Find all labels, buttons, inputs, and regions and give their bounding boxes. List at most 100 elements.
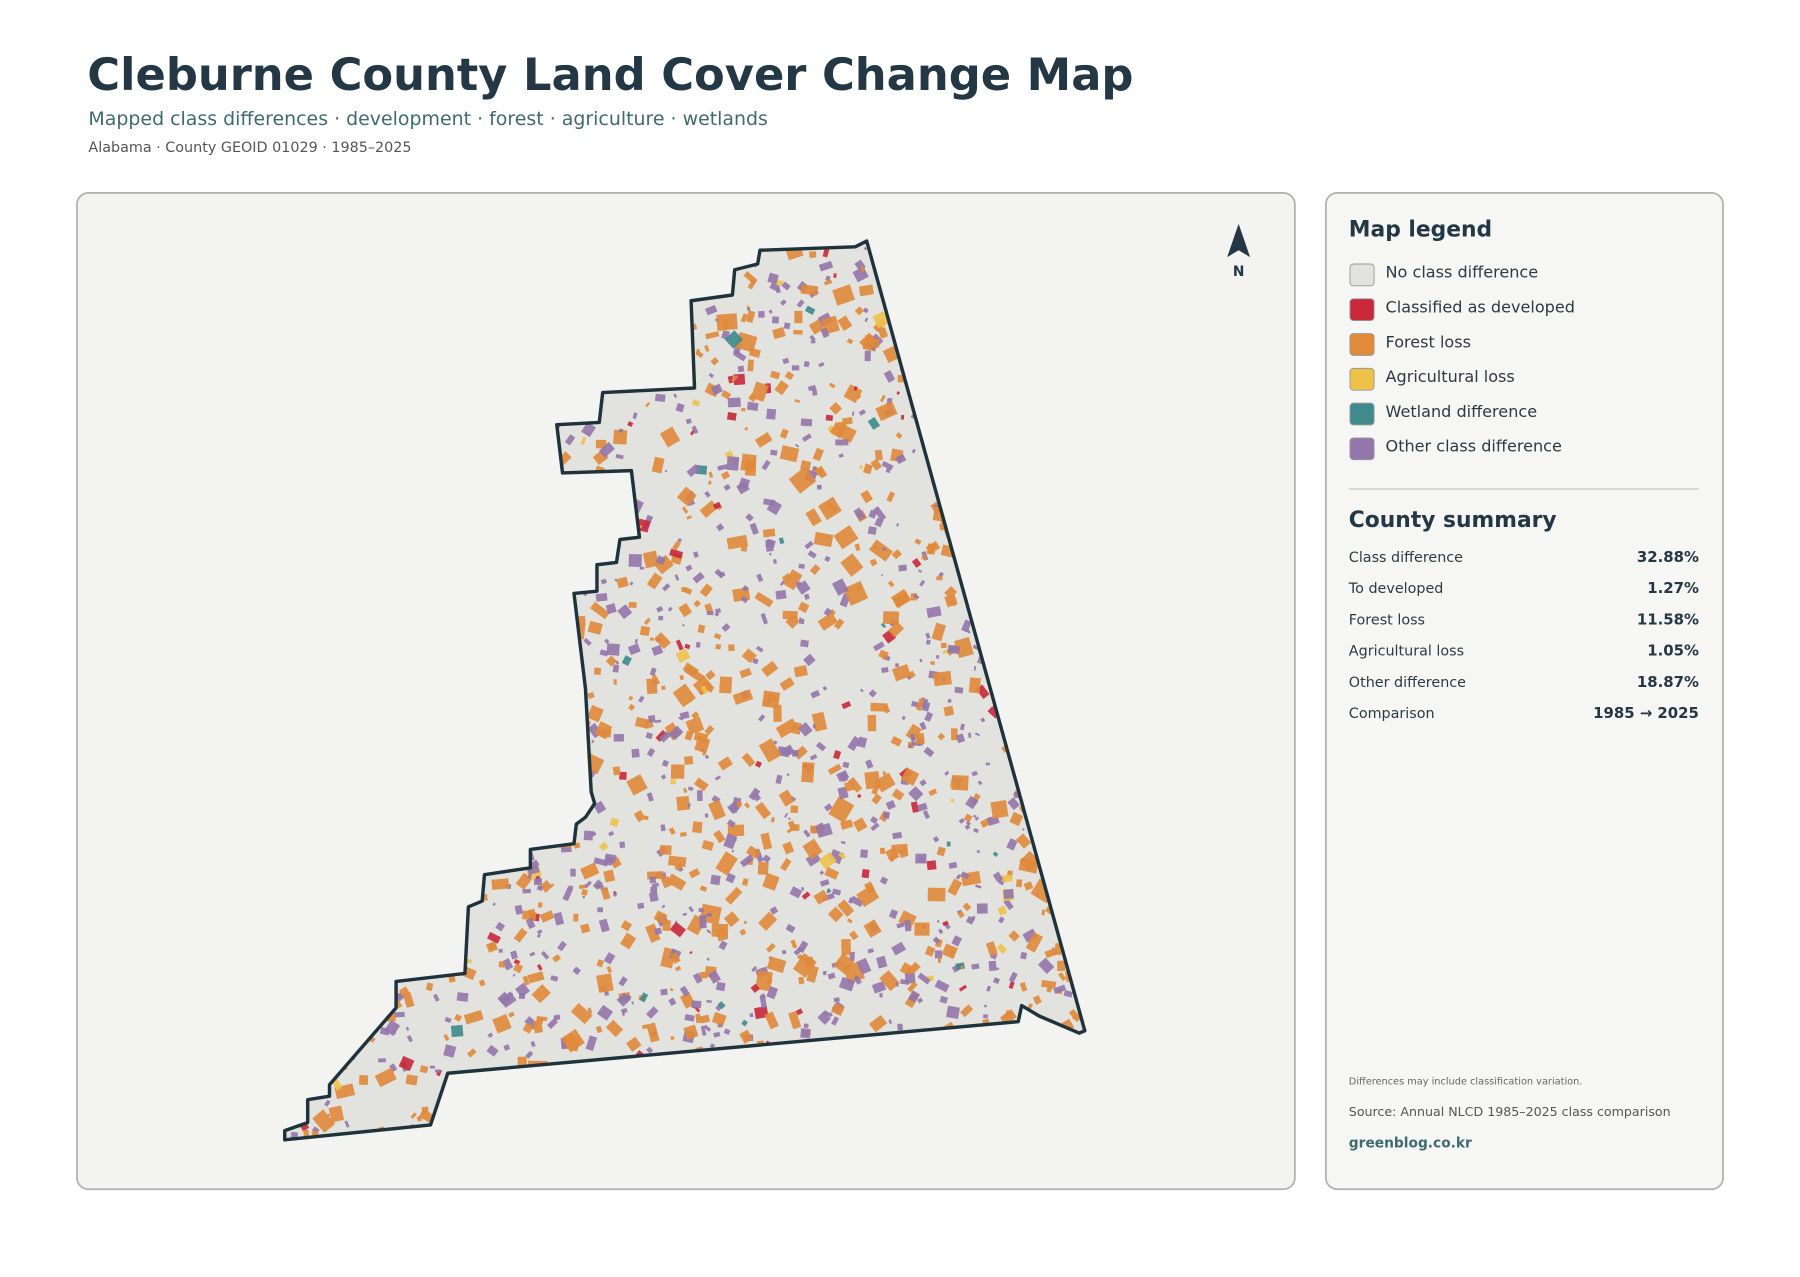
change-patch (750, 983, 760, 993)
change-patch (714, 612, 720, 617)
change-patch (871, 981, 887, 994)
legend-label: Forest loss (1386, 332, 1471, 351)
change-patch (653, 554, 674, 575)
change-patch (410, 1112, 417, 1119)
legend-swatch (1349, 367, 1375, 391)
change-patch (649, 637, 654, 641)
change-patch (809, 564, 821, 575)
change-patch (751, 965, 758, 973)
change-patch (803, 1023, 809, 1029)
change-patch (781, 949, 787, 955)
change-patch (783, 569, 803, 591)
change-patch (799, 617, 802, 620)
change-patch (976, 903, 988, 914)
change-patch (596, 973, 614, 993)
change-patch (835, 439, 849, 446)
change-patch (833, 273, 837, 279)
change-patch (699, 1014, 710, 1024)
change-patch (873, 641, 885, 652)
change-patch (710, 357, 719, 366)
change-patch (955, 733, 966, 744)
change-patch (919, 579, 926, 587)
change-patch (779, 428, 789, 439)
change-patch (531, 984, 551, 1004)
change-patch (659, 845, 672, 855)
change-patch (746, 306, 751, 311)
change-patch (881, 574, 884, 577)
change-patch (755, 645, 764, 653)
change-patch (800, 886, 805, 891)
change-patch (878, 649, 889, 660)
change-patch (891, 788, 905, 801)
change-patch (631, 748, 640, 758)
change-patch (739, 854, 755, 868)
change-patch (758, 911, 778, 931)
change-patch (551, 883, 554, 887)
change-patch (726, 534, 749, 550)
change-patch (822, 970, 827, 976)
change-patch (887, 580, 895, 588)
change-patch (913, 593, 920, 600)
change-patch (766, 942, 776, 953)
change-patch (659, 426, 681, 448)
change-patch (583, 637, 592, 646)
change-patch (732, 689, 754, 705)
change-patch (812, 724, 817, 729)
change-patch (618, 428, 624, 433)
change-patch (934, 504, 939, 508)
change-patch (701, 839, 715, 851)
change-patch (634, 716, 650, 729)
legend-panel (1325, 191, 1724, 1191)
change-patch (840, 553, 864, 577)
change-patch (539, 910, 555, 923)
change-patch (645, 923, 661, 943)
change-patch (823, 279, 833, 286)
change-patch (651, 644, 664, 656)
change-patch (888, 909, 899, 919)
change-patch (425, 982, 434, 991)
change-patch (512, 973, 516, 977)
change-patch (766, 986, 779, 1000)
change-patch (522, 975, 530, 986)
change-patch (723, 833, 738, 850)
change-patch (613, 733, 624, 742)
change-patch (897, 1023, 903, 1031)
change-patch (964, 824, 971, 830)
change-patch (886, 491, 896, 503)
change-patch (942, 649, 948, 655)
footer-source: Source: Annual NLCD 1985–2025 class comp… (1349, 1104, 1671, 1119)
summary: Class difference 32.88% To developed 1.27% F… (1348, 548, 1699, 722)
change-patch (891, 549, 903, 560)
change-patch (405, 1074, 418, 1086)
change-patch (713, 1031, 721, 1038)
change-patch (713, 632, 722, 640)
change-patch (591, 739, 595, 744)
change-patch (402, 992, 415, 1008)
change-patch (937, 920, 940, 923)
change-patch (828, 796, 855, 823)
change-patch (890, 735, 903, 747)
change-patch (883, 811, 890, 819)
change-patch (826, 888, 831, 894)
change-patch (631, 1001, 635, 1005)
change-patch (923, 746, 935, 758)
change-patch (786, 773, 790, 777)
change-patch (758, 714, 766, 722)
change-patch (873, 506, 887, 521)
change-patch (955, 874, 962, 880)
change-patch (711, 923, 729, 937)
change-patch (898, 564, 908, 572)
change-patch (983, 1014, 988, 1019)
change-patch (746, 304, 750, 308)
change-patch (685, 418, 692, 425)
change-patch (627, 421, 634, 428)
change-patch (1022, 928, 1038, 943)
change-patch (815, 465, 828, 479)
change-patch (954, 686, 964, 694)
change-patch (793, 665, 808, 678)
change-patch (772, 559, 777, 565)
footer-note: Differences may include classification v… (1349, 1076, 1583, 1087)
change-patch (747, 278, 757, 290)
change-patch (604, 990, 610, 996)
change-patch (698, 907, 704, 913)
